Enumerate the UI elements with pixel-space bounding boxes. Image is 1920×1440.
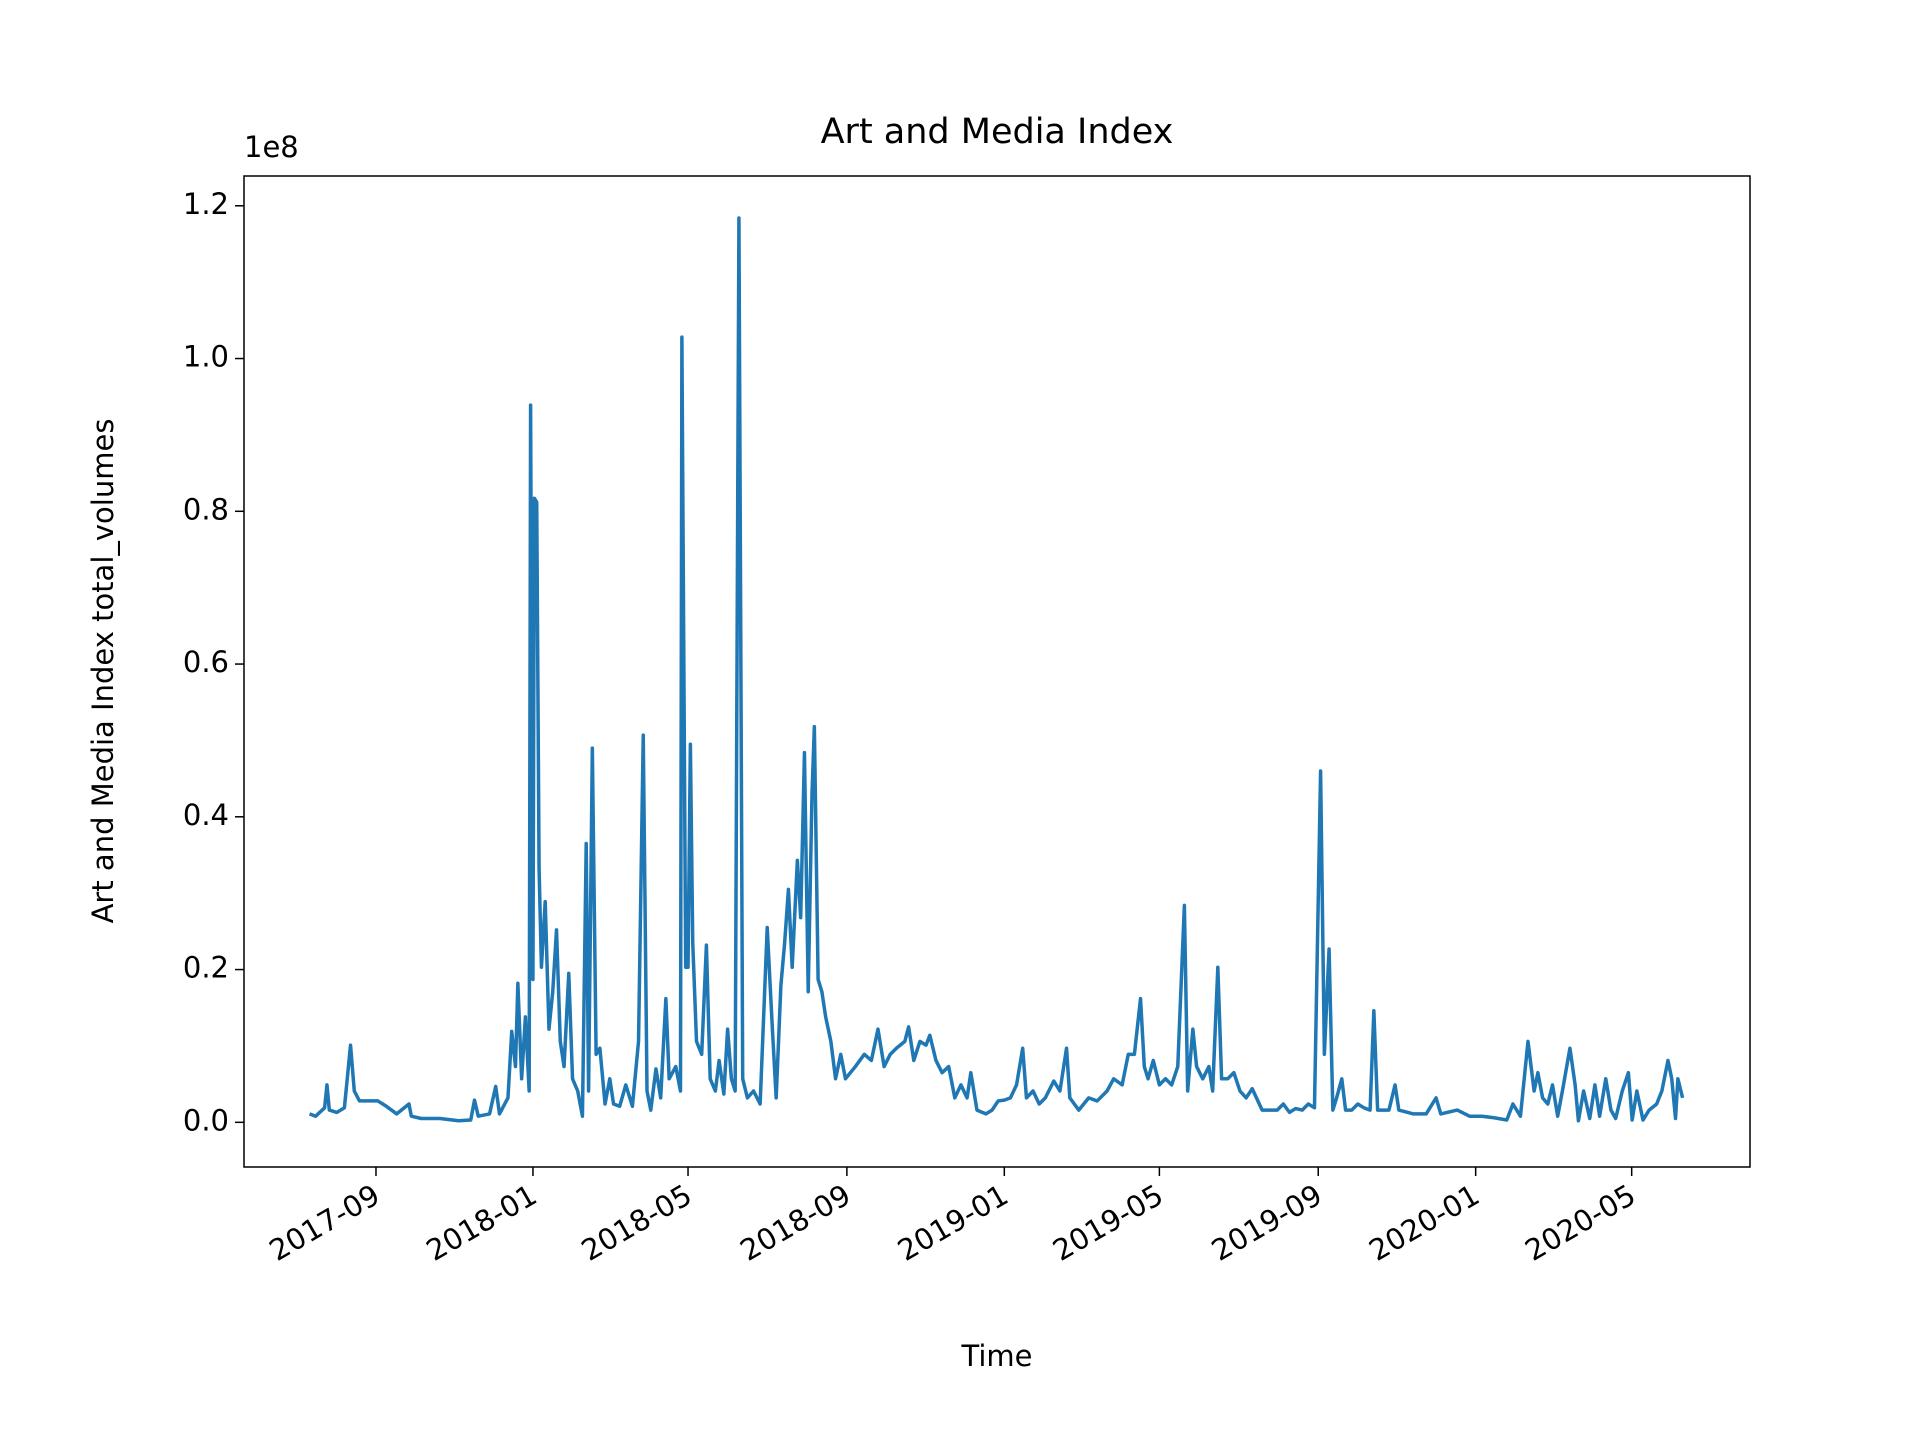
- data-line: [308, 216, 1685, 1123]
- x-tick-label: 2017-09: [264, 1178, 386, 1268]
- y-tick-label: 1.2: [183, 187, 229, 221]
- y-axis-label: Art and Media Index total_volumes: [86, 419, 120, 924]
- y-tick-label: 1.0: [183, 340, 229, 374]
- y-tick-label: 0.0: [183, 1103, 229, 1137]
- chart-title: Art and Media Index: [821, 112, 1174, 152]
- plot-frame: [243, 175, 1751, 1168]
- x-tick-label: 2020-05: [1519, 1178, 1641, 1268]
- x-tick-label: 2020-01: [1363, 1178, 1485, 1268]
- x-tick-label: 2019-05: [1047, 1178, 1169, 1268]
- x-axis-label: Time: [961, 1339, 1033, 1373]
- x-tick-label: 2018-01: [421, 1178, 543, 1268]
- y-tick-label: 0.8: [183, 492, 229, 526]
- y-offset-label: 1e8: [244, 130, 299, 164]
- y-tick-label: 0.6: [183, 645, 229, 679]
- x-tick-label: 2019-01: [892, 1178, 1014, 1268]
- y-tick-label: 0.2: [183, 951, 229, 985]
- x-tick-label: 2018-09: [734, 1178, 856, 1268]
- x-tick-label: 2018-05: [576, 1178, 698, 1268]
- y-tick-label: 0.4: [183, 798, 229, 832]
- x-tick-label: 2019-09: [1206, 1178, 1328, 1268]
